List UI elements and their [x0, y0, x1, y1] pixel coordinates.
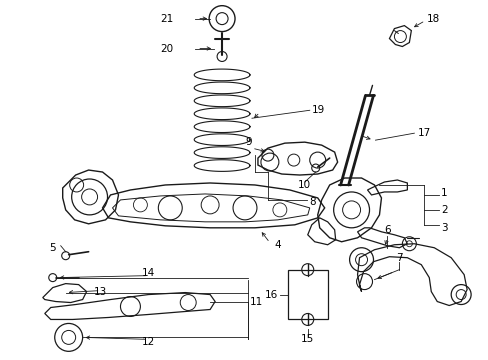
Text: 7: 7	[395, 253, 402, 263]
Text: 16: 16	[264, 289, 277, 300]
Text: 1: 1	[440, 188, 447, 198]
Bar	[287, 270, 327, 319]
Text: 18: 18	[427, 14, 440, 24]
Text: 10: 10	[298, 180, 311, 190]
Text: 12: 12	[142, 337, 155, 347]
Text: 15: 15	[301, 334, 314, 345]
Text: 13: 13	[94, 287, 107, 297]
Text: 5: 5	[49, 243, 56, 253]
Text: 4: 4	[274, 240, 281, 250]
Text: 3: 3	[440, 223, 447, 233]
Text: 11: 11	[249, 297, 263, 306]
Text: 17: 17	[416, 128, 430, 138]
Text: 19: 19	[311, 105, 325, 115]
Text: 21: 21	[160, 14, 173, 24]
Text: 9: 9	[245, 137, 252, 147]
Text: 20: 20	[160, 44, 173, 54]
Text: 6: 6	[384, 225, 390, 235]
Text: 8: 8	[309, 197, 316, 207]
Text: 14: 14	[142, 267, 155, 278]
Text: 2: 2	[440, 205, 447, 215]
